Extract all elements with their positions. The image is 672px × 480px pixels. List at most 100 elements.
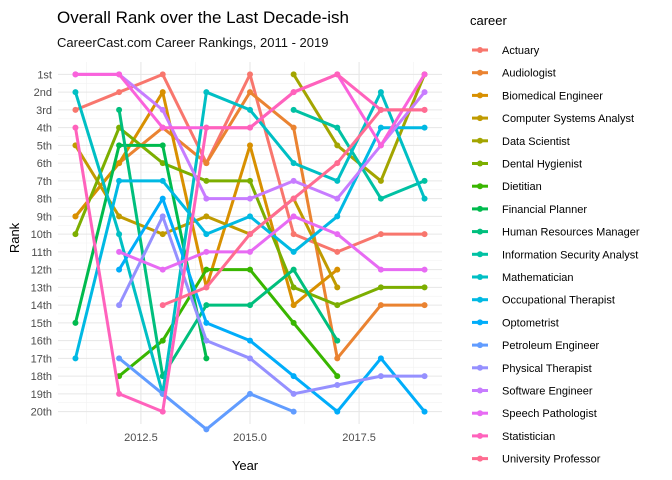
data-point <box>290 373 297 380</box>
legend-item: Occupational Therapist <box>472 295 615 307</box>
legend-label: Speech Pathologist <box>502 408 597 420</box>
y-tick-label: 12th <box>31 265 52 277</box>
data-point <box>290 266 297 273</box>
series-line <box>117 214 426 272</box>
data-point <box>247 124 253 131</box>
data-point <box>421 89 428 96</box>
legend-label: Petroleum Engineer <box>502 340 600 352</box>
data-point <box>116 355 123 362</box>
data-point <box>159 231 166 238</box>
y-tick-label: 14th <box>31 300 52 312</box>
chart-title: Overall Rank over the Last Decade-ish <box>57 8 349 27</box>
y-tick-label: 18th <box>31 371 52 383</box>
data-point <box>159 408 166 415</box>
data-point <box>116 177 123 184</box>
data-point <box>334 160 341 167</box>
data-point <box>421 124 428 131</box>
legend-label: Information Security Analyst <box>502 249 638 261</box>
y-tick-label: 5th <box>37 140 52 152</box>
data-point <box>247 231 253 238</box>
data-point <box>377 302 384 309</box>
data-point <box>116 160 123 167</box>
data-point <box>247 390 253 397</box>
data-point <box>159 142 166 149</box>
series-lines <box>72 71 428 433</box>
legend-item: Mathematician <box>472 272 574 284</box>
data-point <box>334 231 341 238</box>
data-point <box>159 177 166 184</box>
data-point <box>72 319 79 326</box>
x-axis-title: Year <box>232 458 259 473</box>
y-tick-label: 10th <box>31 229 52 241</box>
legend-item: Software Engineer <box>472 386 593 398</box>
data-point <box>334 177 341 184</box>
x-axis-ticks: 2012.5 2015.0 2017.5 <box>124 432 376 444</box>
legend-key-point <box>477 92 483 99</box>
legend-key-point <box>477 47 483 53</box>
data-point <box>159 89 166 96</box>
data-point <box>247 302 253 309</box>
data-point <box>334 337 341 344</box>
data-point <box>421 177 428 184</box>
data-point <box>334 195 341 202</box>
data-point <box>334 124 341 131</box>
data-point <box>421 373 428 380</box>
data-point <box>72 89 79 96</box>
data-point <box>421 284 428 291</box>
legend-label: University Professor <box>502 454 601 466</box>
data-point <box>290 231 297 238</box>
legend-key-point <box>477 319 483 326</box>
data-point <box>116 390 123 397</box>
legend-item: Dental Hygienist <box>472 159 582 171</box>
legend-key-point <box>477 251 483 258</box>
y-tick-label: 13th <box>31 282 52 294</box>
data-point <box>290 408 297 415</box>
data-point <box>116 266 123 273</box>
data-point <box>334 142 341 149</box>
data-point <box>377 124 384 131</box>
legend-item: Data Scientist <box>472 136 570 148</box>
y-tick-label: 1st <box>37 69 52 81</box>
legend-key-point <box>477 432 483 439</box>
y-tick-label: 8th <box>37 194 52 206</box>
data-point <box>116 106 123 113</box>
data-point <box>159 160 166 167</box>
legend-key-point <box>477 274 483 280</box>
data-point <box>377 195 384 202</box>
legend-item: Optometrist <box>472 317 559 329</box>
legend-label: Dietitian <box>502 181 542 193</box>
y-tick-label: 4th <box>37 123 52 135</box>
data-point <box>116 71 123 78</box>
y-axis-ticks: 1st 2nd 3rd 4th 5th 6th 7th 8th 9th 10th 11th 12th 1… <box>31 69 52 418</box>
data-point <box>377 373 384 380</box>
data-point <box>203 355 210 362</box>
data-point <box>247 71 253 78</box>
data-point <box>116 89 123 96</box>
data-point <box>334 373 341 380</box>
legend-label: Human Resources Manager <box>502 227 640 239</box>
data-point <box>290 213 297 220</box>
data-point <box>290 160 297 167</box>
legend-item: University Professor <box>472 454 601 466</box>
data-point <box>334 381 341 388</box>
series-human-resources-manager <box>116 106 341 380</box>
data-point <box>421 408 428 415</box>
data-point <box>377 106 384 113</box>
legend-label: Computer Systems Analyst <box>502 113 634 125</box>
x-tick-label: 2017.5 <box>342 432 376 444</box>
data-point <box>159 106 166 113</box>
legend-label: Mathematician <box>502 272 574 284</box>
data-point <box>377 266 384 273</box>
data-point <box>72 213 79 220</box>
data-point <box>72 71 79 78</box>
data-point <box>421 195 428 202</box>
legend-key-point <box>477 455 483 462</box>
y-tick-label: 9th <box>37 211 52 223</box>
legend-key-point <box>477 342 483 349</box>
data-point <box>334 266 341 273</box>
y-tick-label: 17th <box>31 353 52 365</box>
legend-item: Petroleum Engineer <box>472 340 600 352</box>
data-point <box>290 106 297 113</box>
legend-item: Statistician <box>472 431 555 443</box>
